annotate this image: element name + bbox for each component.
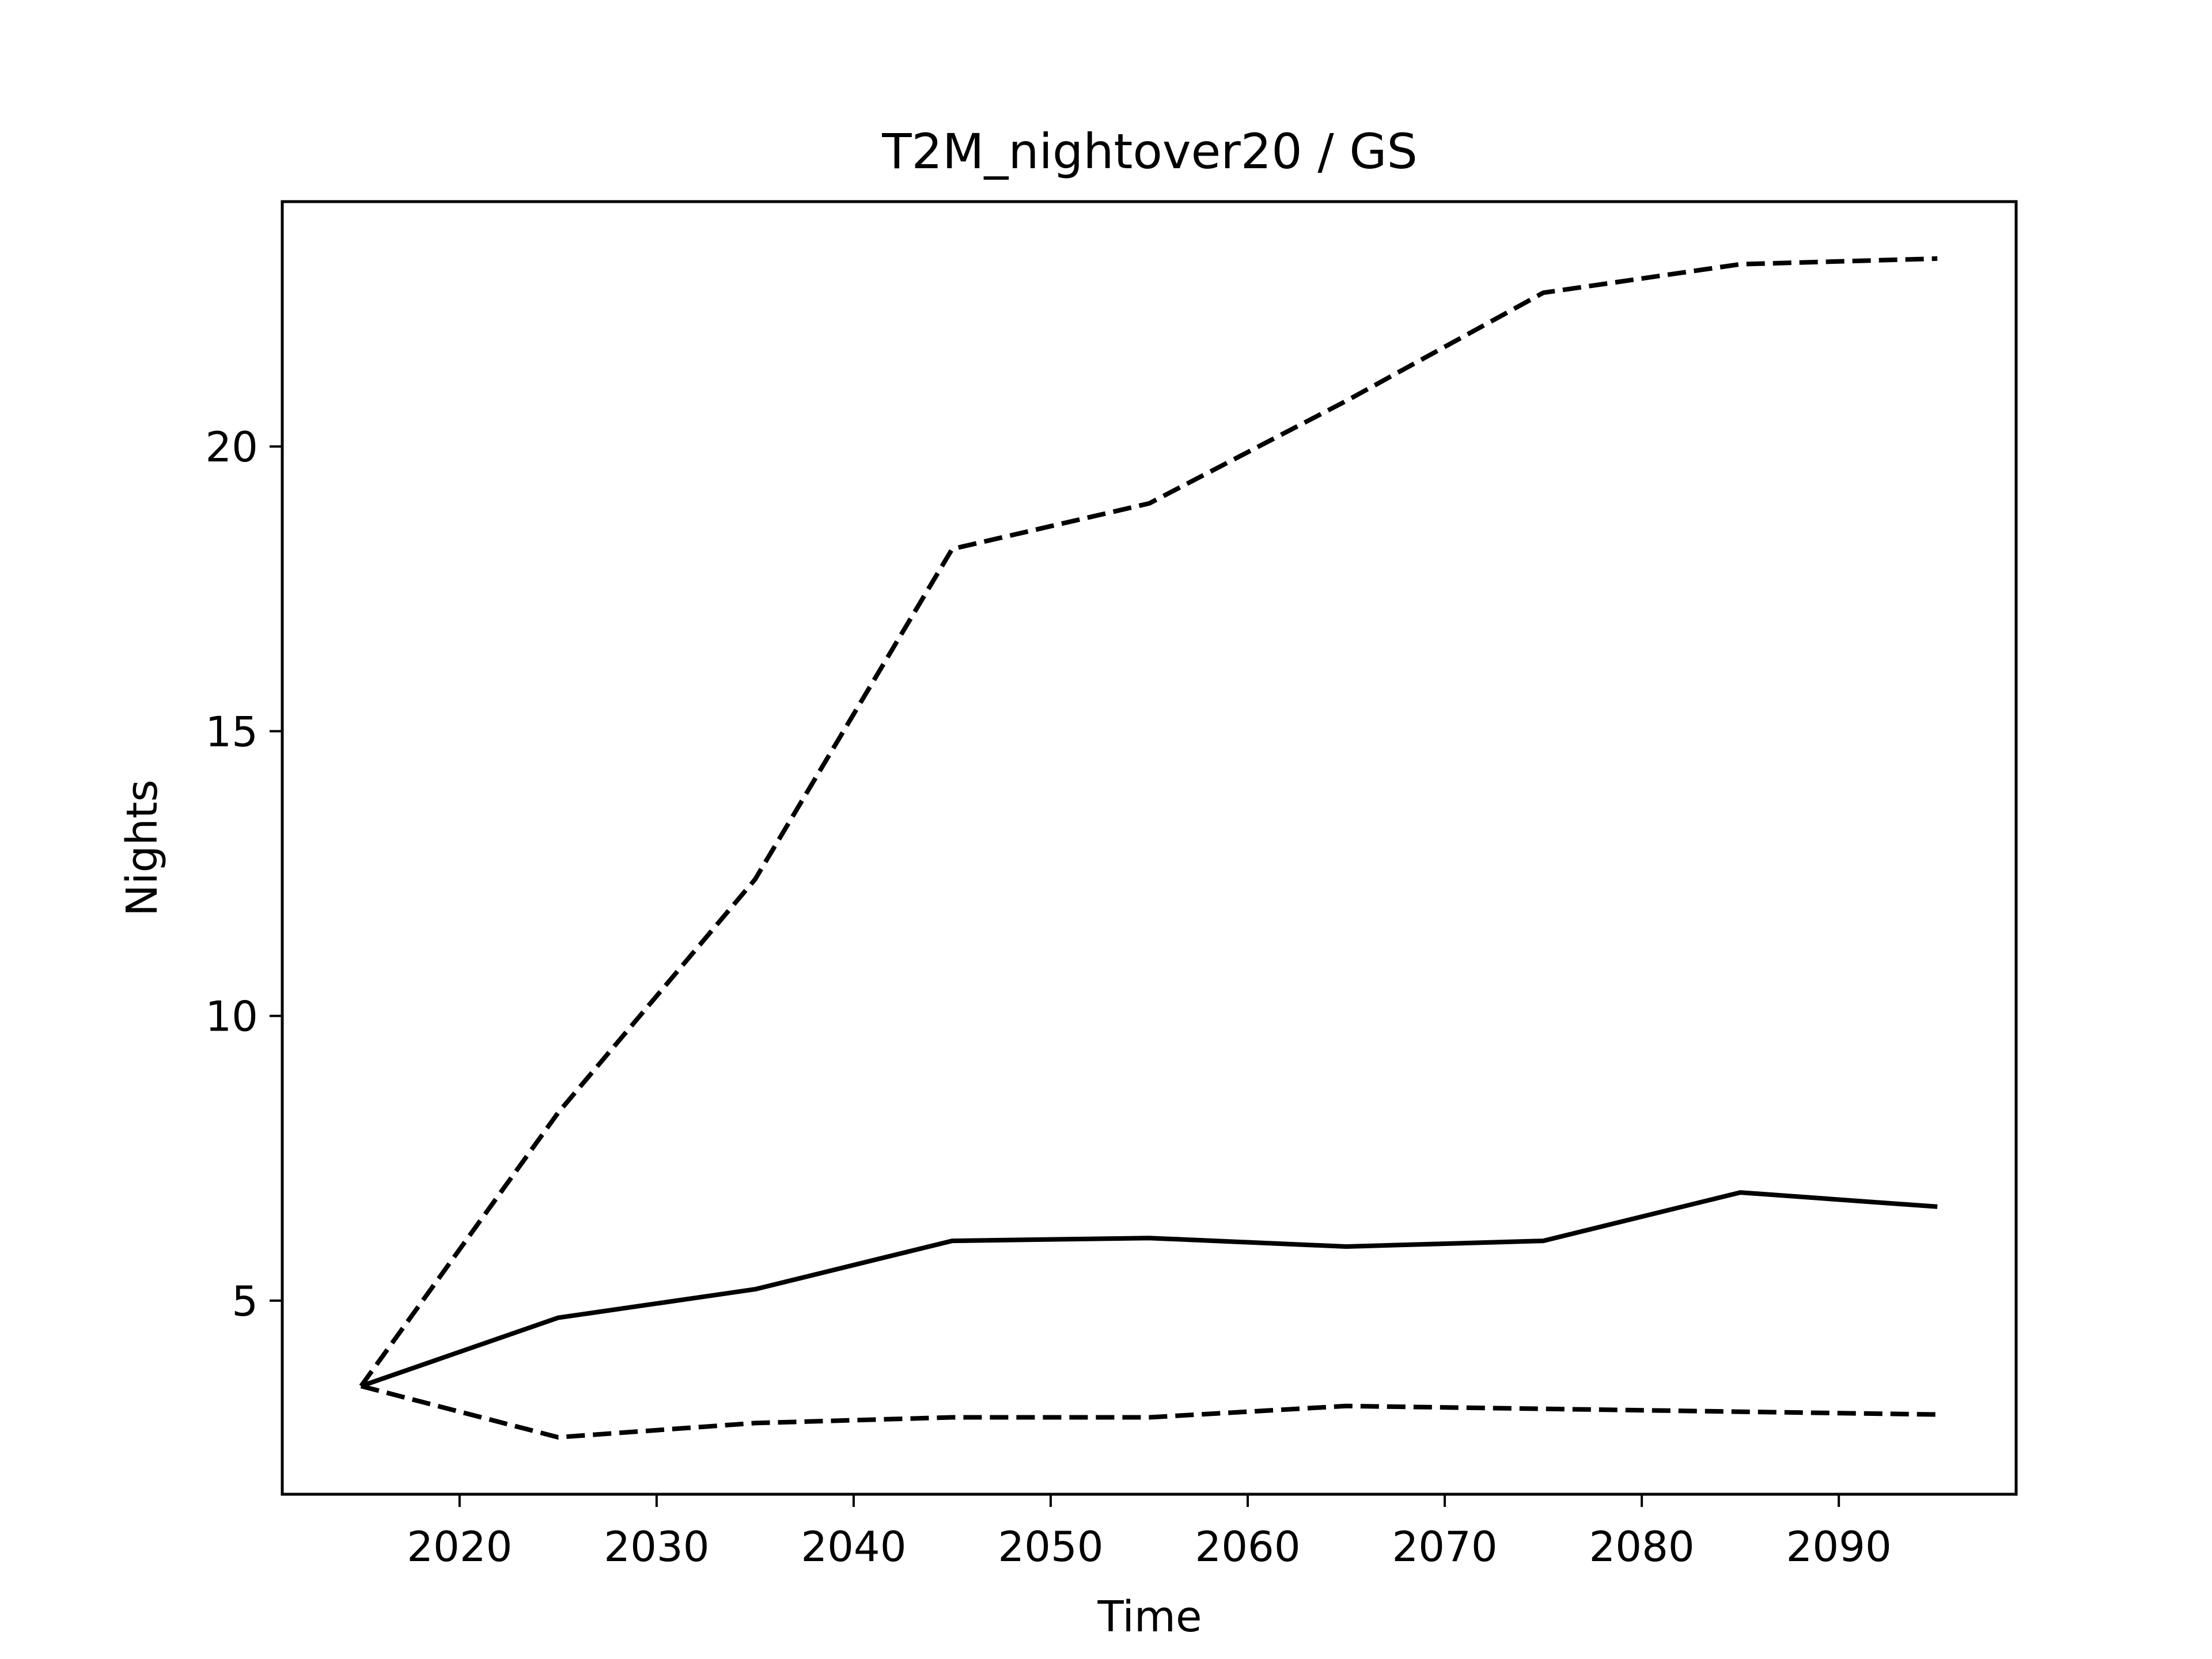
- x-tick-label-5: 2070: [1392, 1522, 1497, 1571]
- series-line-median: [360, 1190, 1938, 1388]
- x-tick-label-4: 2060: [1195, 1522, 1300, 1571]
- x-tick-label-0: 2020: [407, 1522, 512, 1571]
- plot-frame: [281, 200, 2018, 1496]
- series-layer: [359, 256, 1938, 1440]
- x-tick-label-3: 2050: [998, 1522, 1103, 1571]
- x-tick-label-1: 2030: [604, 1522, 709, 1571]
- y-axis-label: Nights: [118, 779, 167, 916]
- y-tick-label-1: 10: [205, 993, 258, 1041]
- series-line-upper: [359, 256, 1938, 1388]
- y-axis-ticks: 5 10 15 20: [205, 423, 282, 1325]
- x-axis-ticks: 2020 2030 2040 2050 2060 2070 2080 2090: [407, 1494, 1892, 1571]
- chart-title: T2M_nightover20 / GS: [881, 123, 1418, 180]
- x-axis-label: Time: [1097, 1592, 1202, 1642]
- x-tick-label-6: 2080: [1589, 1522, 1694, 1571]
- y-tick-label-3: 20: [205, 423, 258, 471]
- y-tick-label-2: 15: [205, 707, 258, 756]
- x-tick-label-7: 2090: [1786, 1522, 1892, 1571]
- x-tick-label-2: 2040: [801, 1522, 906, 1571]
- y-tick-label-0: 5: [232, 1277, 258, 1325]
- series-line-lower: [360, 1384, 1938, 1440]
